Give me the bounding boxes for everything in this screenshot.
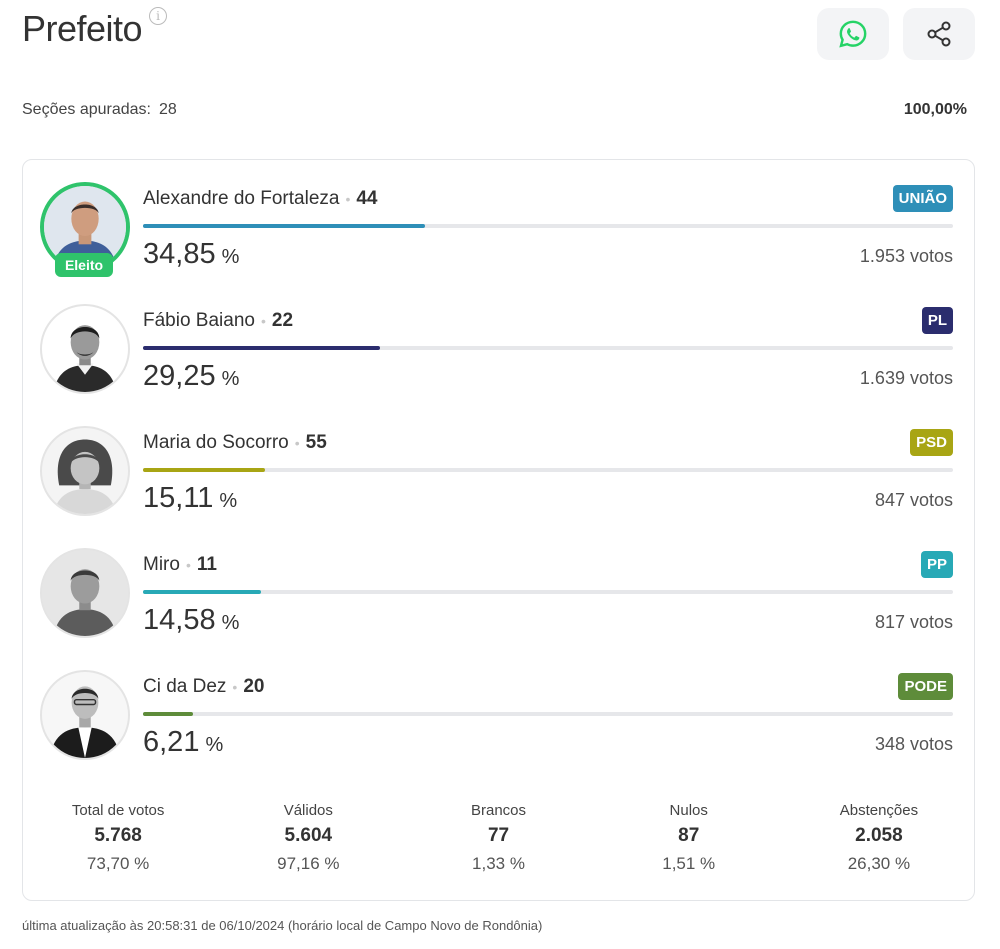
sections-value: 28 xyxy=(158,101,177,118)
candidate-votes: 348 votos xyxy=(874,734,953,754)
candidate-percent: 14,58% xyxy=(143,604,239,637)
elected-badge: Eleito xyxy=(55,253,113,277)
summary-label: Abstenções xyxy=(839,802,919,819)
candidate-votes: 1.639 votos xyxy=(859,368,953,388)
summary-percent: 1,51 % xyxy=(662,854,716,873)
candidate-name: Fábio Baiano xyxy=(143,310,255,331)
summary-label: Total de votos xyxy=(71,802,165,819)
party-badge: PODE xyxy=(898,673,953,700)
share-icon xyxy=(927,21,951,47)
vote-bar-fill xyxy=(143,346,380,350)
vote-summary: Total de votos 5.768 73,70 % Válidos 5.6… xyxy=(23,800,974,878)
summary-percent: 1,33 % xyxy=(472,854,525,873)
candidate-number: 55 xyxy=(305,432,327,453)
summary-valid: Válidos 5.604 97,16 % xyxy=(213,800,403,878)
percent-value: 6,21 xyxy=(143,726,200,758)
percent-unit: % xyxy=(205,734,224,756)
percent-unit: % xyxy=(221,246,240,268)
summary-null: Nulos 87 1,51 % xyxy=(594,800,784,878)
sections-counted: Seções apuradas: 28 xyxy=(22,101,177,119)
candidate-percent: 15,11% xyxy=(143,482,237,515)
summary-value: 5.768 xyxy=(94,825,142,846)
vote-bar-track xyxy=(143,590,953,594)
candidate-number: 44 xyxy=(356,188,378,209)
page-title: Prefeito xyxy=(22,8,143,49)
summary-value: 77 xyxy=(487,825,510,846)
share-button[interactable] xyxy=(903,8,975,60)
percent-value: 14,58 xyxy=(143,604,216,636)
candidate-number: 20 xyxy=(243,676,265,697)
candidate-row: Ci da Dez • 20 PODE 6,21% 348 votos xyxy=(23,648,974,770)
candidate-name-row: Ci da Dez • 20 xyxy=(143,676,264,698)
party-badge: UNIÃO xyxy=(892,185,953,212)
party-badge: PSD xyxy=(910,429,953,456)
percent-value: 29,25 xyxy=(143,360,216,392)
candidate-name-row: Fábio Baiano • 22 xyxy=(143,310,293,332)
percent-unit: % xyxy=(221,368,240,390)
candidate-photo xyxy=(40,426,130,516)
sections-label: Seções apuradas: xyxy=(22,101,151,118)
vote-bar-track xyxy=(143,712,953,716)
party-badge: PL xyxy=(921,307,953,334)
separator-dot: • xyxy=(260,312,266,329)
candidate-percent: 6,21% xyxy=(143,726,223,759)
summary-abstentions: Abstenções 2.058 26,30 % xyxy=(784,800,974,878)
vote-bar-track xyxy=(143,346,953,350)
vote-bar-track xyxy=(143,224,953,228)
candidate-row: Miro • 11 PP 14,58% 817 votos xyxy=(23,526,974,648)
percent-value: 34,85 xyxy=(143,238,216,270)
candidate-votes: 847 votos xyxy=(874,490,953,510)
vote-bar-fill xyxy=(143,468,266,472)
separator-dot: • xyxy=(345,190,351,207)
candidate-row: Eleito Alexandre do Fortaleza • 44 UNIÃO 3… xyxy=(23,160,974,282)
candidate-photo xyxy=(40,670,130,760)
summary-value: 5.604 xyxy=(284,825,333,846)
vote-bar-fill xyxy=(143,712,194,716)
candidate-name-row: Miro • 11 xyxy=(143,554,217,576)
percent-counted: 100,00% xyxy=(903,101,967,118)
candidate-name-row: Maria do Socorro • 55 xyxy=(143,432,327,454)
candidate-votes: 817 votos xyxy=(874,612,953,632)
candidate-votes: 1.953 votos xyxy=(859,246,953,266)
candidate-photo xyxy=(40,304,130,394)
last-updated-text: última atualização às 20:58:31 de 06/10/… xyxy=(22,918,543,933)
candidate-name: Alexandre do Fortaleza xyxy=(143,188,340,209)
candidate-name: Miro xyxy=(143,554,180,575)
info-icon[interactable]: i xyxy=(149,7,167,25)
party-badge: PP xyxy=(920,551,953,578)
candidate-name: Maria do Socorro xyxy=(143,432,289,453)
vote-bar-fill xyxy=(143,590,262,594)
candidate-row: Maria do Socorro • 55 PSD 15,11% 847 votos xyxy=(23,404,974,526)
summary-label: Brancos xyxy=(470,802,527,819)
separator-dot: • xyxy=(232,678,238,695)
summary-label: Nulos xyxy=(669,802,708,819)
summary-percent: 26,30 % xyxy=(847,854,911,873)
summary-label: Válidos xyxy=(283,802,333,819)
candidate-number: 11 xyxy=(196,554,217,575)
candidate-percent: 34,85% xyxy=(143,238,239,271)
candidate-name: Ci da Dez xyxy=(143,676,227,697)
summary-percent: 97,16 % xyxy=(277,854,340,873)
candidate-percent: 29,25% xyxy=(143,360,239,393)
whatsapp-icon xyxy=(839,20,867,48)
whatsapp-share-button[interactable] xyxy=(817,8,889,60)
candidate-name-row: Alexandre do Fortaleza • 44 xyxy=(143,188,378,210)
summary-percent: 73,70 % xyxy=(86,854,150,873)
results-card: Eleito Alexandre do Fortaleza • 44 UNIÃO 3… xyxy=(22,159,975,901)
summary-blank: Brancos 77 1,33 % xyxy=(403,800,593,878)
vote-bar-fill xyxy=(143,224,426,228)
summary-value: 87 xyxy=(678,825,700,846)
vote-bar-track xyxy=(143,468,953,472)
percent-unit: % xyxy=(221,612,240,634)
summary-value: 2.058 xyxy=(855,825,903,846)
candidate-row: Fábio Baiano • 22 PL 29,25% 1.639 votos xyxy=(23,282,974,404)
percent-unit: % xyxy=(219,490,238,512)
separator-dot: • xyxy=(185,556,191,573)
summary-total: Total de votos 5.768 73,70 % xyxy=(23,800,213,878)
candidate-photo xyxy=(40,548,130,638)
percent-value: 15,11 xyxy=(143,482,214,514)
candidate-number: 22 xyxy=(271,310,294,331)
separator-dot: • xyxy=(294,434,300,451)
